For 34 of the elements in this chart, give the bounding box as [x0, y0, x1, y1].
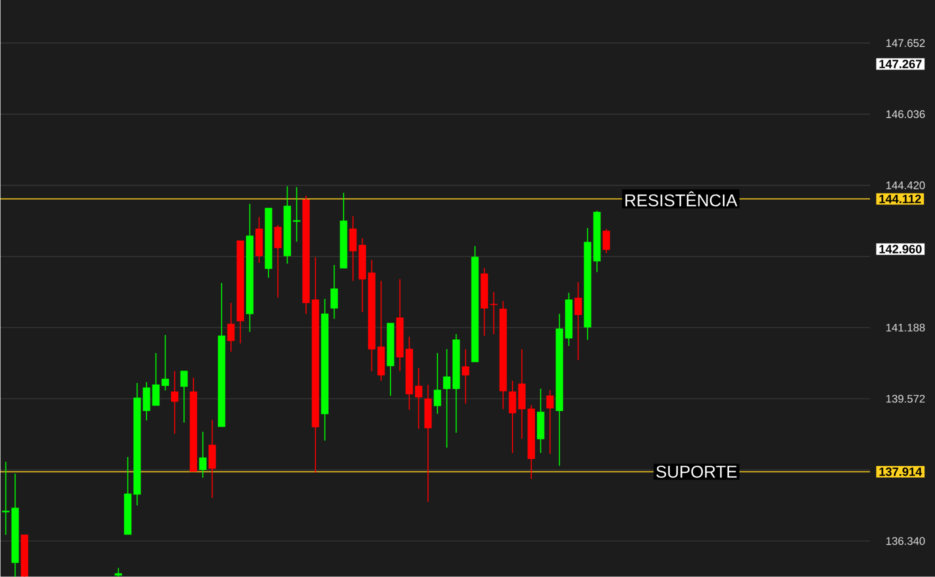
candlestick — [142, 382, 150, 421]
ref-line-label: RESISTÊNCIA — [625, 191, 738, 206]
y-tick-label: 144.420 — [886, 181, 925, 190]
text: 144.112 — [879, 194, 921, 203]
candlestick — [292, 186, 300, 242]
candlestick — [349, 216, 357, 282]
y-tick-label: 141.188 — [886, 324, 925, 332]
candlestick — [152, 352, 160, 406]
candlestick — [180, 370, 188, 424]
text: 137.914 — [879, 467, 922, 476]
y-tick-label: 136.340 — [886, 537, 925, 545]
candlestick — [434, 352, 442, 414]
candlestick — [199, 431, 207, 478]
candlestick — [490, 291, 498, 335]
candlestick — [208, 419, 216, 498]
candlestick — [227, 302, 235, 352]
y-tick-label: 147.652 — [886, 39, 925, 47]
ref-line-label: SUPORTE — [656, 466, 737, 478]
candlestick — [2, 461, 10, 536]
y-tick-label: 139.572 — [886, 394, 925, 403]
candlestick — [170, 370, 178, 434]
candlestick — [462, 348, 470, 404]
text: 142.960 — [879, 244, 922, 254]
candlestick — [602, 228, 610, 254]
y-tick-label: 146.036 — [886, 110, 925, 118]
candlestick — [546, 389, 554, 454]
candlestick — [330, 264, 338, 320]
text: 147.267 — [879, 60, 922, 68]
candlestick — [162, 334, 169, 391]
candlestick — [508, 380, 516, 454]
candlestick — [574, 282, 582, 361]
candlestick — [274, 224, 282, 298]
candlestick — [443, 348, 450, 448]
candlestick — [414, 367, 422, 430]
